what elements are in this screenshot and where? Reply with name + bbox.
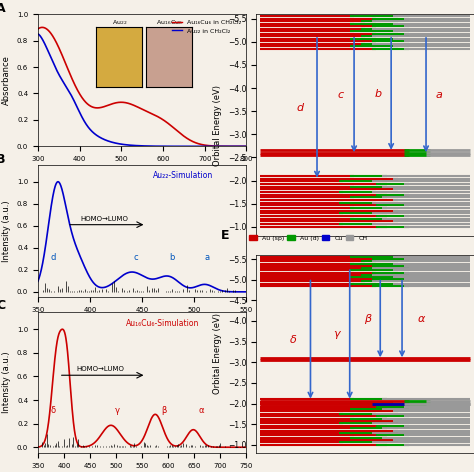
Text: d: d (296, 103, 303, 113)
Text: C: C (0, 299, 5, 312)
Legend: Au₁₆Cu₆ in CH₂Cl₂, Au₂₂ in CH₂Cl₂: Au₁₆Cu₆ in CH₂Cl₂, Au₂₂ in CH₂Cl₂ (170, 17, 243, 36)
Text: c: c (338, 90, 344, 100)
Text: a: a (436, 90, 443, 100)
Text: b: b (374, 89, 382, 99)
Text: B: B (0, 152, 6, 166)
Text: E: E (221, 229, 229, 242)
Text: b: b (169, 253, 175, 262)
Text: α: α (418, 314, 425, 324)
Text: Au₁₆Cu₆-Simulation: Au₁₆Cu₆-Simulation (126, 319, 199, 328)
Y-axis label: Absorbance: Absorbance (2, 55, 11, 105)
Text: α: α (199, 406, 204, 415)
Text: A: A (0, 1, 6, 15)
Text: γ: γ (333, 329, 340, 339)
Text: HOMO→LUMO: HOMO→LUMO (81, 216, 128, 222)
Text: β: β (364, 314, 371, 324)
Text: Au₂₂-Simulation: Au₂₂-Simulation (153, 171, 213, 180)
Text: δ: δ (290, 335, 296, 345)
Text: γ: γ (115, 406, 120, 415)
Y-axis label: Intensity (a.u.): Intensity (a.u.) (2, 201, 11, 262)
Y-axis label: Orbital Energy (eV): Orbital Energy (eV) (213, 84, 222, 166)
X-axis label: Wavelength (nm): Wavelength (nm) (106, 319, 179, 328)
Text: a: a (205, 253, 210, 262)
X-axis label: Wavelength (nm): Wavelength (nm) (106, 168, 179, 177)
Text: d: d (50, 253, 56, 262)
Text: δ: δ (50, 406, 55, 415)
Text: β: β (161, 406, 166, 415)
Legend: Au (sp), Au (d), Cu, CH: Au (sp), Au (d), Cu, CH (248, 234, 369, 242)
Y-axis label: Intensity (a.u.): Intensity (a.u.) (2, 352, 11, 413)
Text: c: c (134, 253, 138, 262)
Y-axis label: Orbital Energy (eV): Orbital Energy (eV) (213, 313, 222, 395)
Text: HOMO→LUMO: HOMO→LUMO (76, 366, 125, 372)
